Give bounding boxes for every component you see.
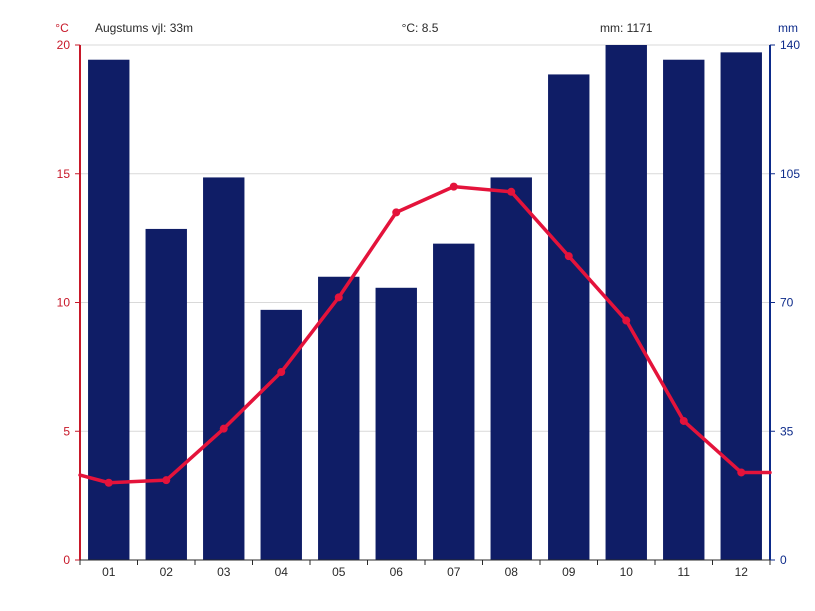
right-tick-label: 105 — [780, 167, 800, 181]
precip-bar — [433, 244, 474, 560]
temp-marker — [335, 293, 343, 301]
x-label: 07 — [447, 565, 461, 579]
x-label: 06 — [390, 565, 404, 579]
x-label: 09 — [562, 565, 576, 579]
x-label: 12 — [735, 565, 749, 579]
precip-bar — [203, 177, 244, 560]
temp-marker — [220, 425, 228, 433]
left-unit-label: °C — [55, 21, 69, 35]
precip-bar — [261, 310, 302, 560]
right-tick-label: 70 — [780, 296, 794, 310]
climate-chart: 0510152003570105140010203040506070809101… — [0, 0, 815, 611]
precip-bar — [663, 60, 704, 560]
x-label: 11 — [678, 565, 691, 579]
precip-bar — [318, 277, 359, 560]
temp-marker — [565, 252, 573, 260]
x-label: 01 — [102, 565, 116, 579]
precip-bar — [146, 229, 187, 560]
left-tick-label: 15 — [57, 167, 71, 181]
precip-bar — [721, 52, 762, 560]
right-unit-label: mm — [778, 21, 798, 35]
precip-bar — [376, 288, 417, 560]
right-tick-label: 0 — [780, 553, 787, 567]
x-label: 04 — [275, 565, 289, 579]
temp-marker — [622, 317, 630, 325]
x-label: 05 — [332, 565, 346, 579]
x-label: 02 — [160, 565, 174, 579]
temp-marker — [105, 479, 113, 487]
precip-bar — [548, 74, 589, 560]
right-tick-label: 140 — [780, 38, 800, 52]
temp-marker — [277, 368, 285, 376]
avg-temp-label: °C: 8.5 — [402, 21, 439, 35]
temp-marker — [450, 183, 458, 191]
temp-marker — [392, 208, 400, 216]
temp-marker — [507, 188, 515, 196]
left-tick-label: 5 — [63, 424, 70, 438]
x-label: 08 — [505, 565, 519, 579]
temp-marker — [737, 468, 745, 476]
left-tick-label: 0 — [63, 553, 70, 567]
x-label: 10 — [620, 565, 634, 579]
temp-marker — [162, 476, 170, 484]
x-label: 03 — [217, 565, 231, 579]
altitude-label: Augstums vjl: 33m — [95, 21, 193, 35]
left-tick-label: 10 — [57, 296, 71, 310]
right-tick-label: 35 — [780, 424, 794, 438]
precip-bar — [491, 177, 532, 560]
precip-total-label: mm: 1171 — [600, 21, 653, 35]
temp-marker — [680, 417, 688, 425]
left-tick-label: 20 — [57, 38, 71, 52]
